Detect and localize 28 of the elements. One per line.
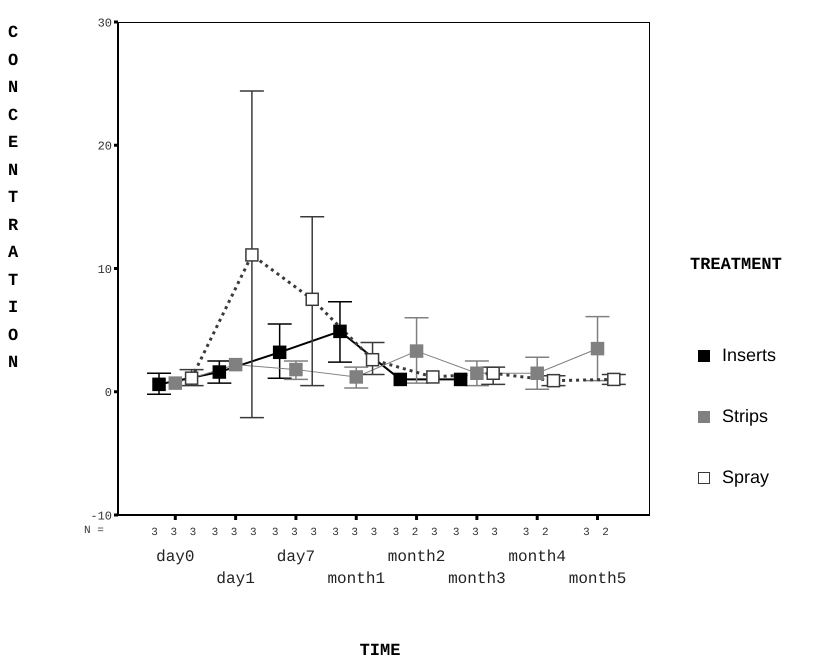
text: 3 3 3 [151,527,200,539]
text: 3 2 3 [392,527,441,539]
x-axis-title: TIME [358,642,402,661]
x-tick-label: month4 [508,548,566,566]
text: 3 2 [583,527,612,539]
x-tick-label: month3 [448,570,506,588]
text: 3 3 3 [452,527,501,539]
x-tick-label: month1 [327,570,386,588]
y-tick-label: 0 [104,386,112,400]
y-tick-label: 30 [98,16,112,30]
y-tick-label: 20 [98,140,112,154]
y-tick-label: -10 [90,509,112,524]
text: 3 3 3 [332,527,380,539]
y-tick-label: 10 [98,262,112,277]
legend-label: Inserts [722,345,776,366]
x-tick-label: month5 [568,570,626,588]
legend-label: Strips [722,406,768,427]
x-tick-label: day1 [216,570,255,588]
text: N = [84,525,104,537]
text: 3 3 3 [272,527,320,539]
x-tick-label: day7 [276,548,316,566]
legend-title: TREATMENT [690,256,783,275]
x-tick-label: month2 [388,548,446,566]
text: 3 3 3 [212,527,260,539]
text: CONCENTRATION [8,24,18,373]
legend-label: Spray [722,467,770,488]
text: 3 2 [522,527,552,539]
x-tick-label: day0 [156,548,195,566]
